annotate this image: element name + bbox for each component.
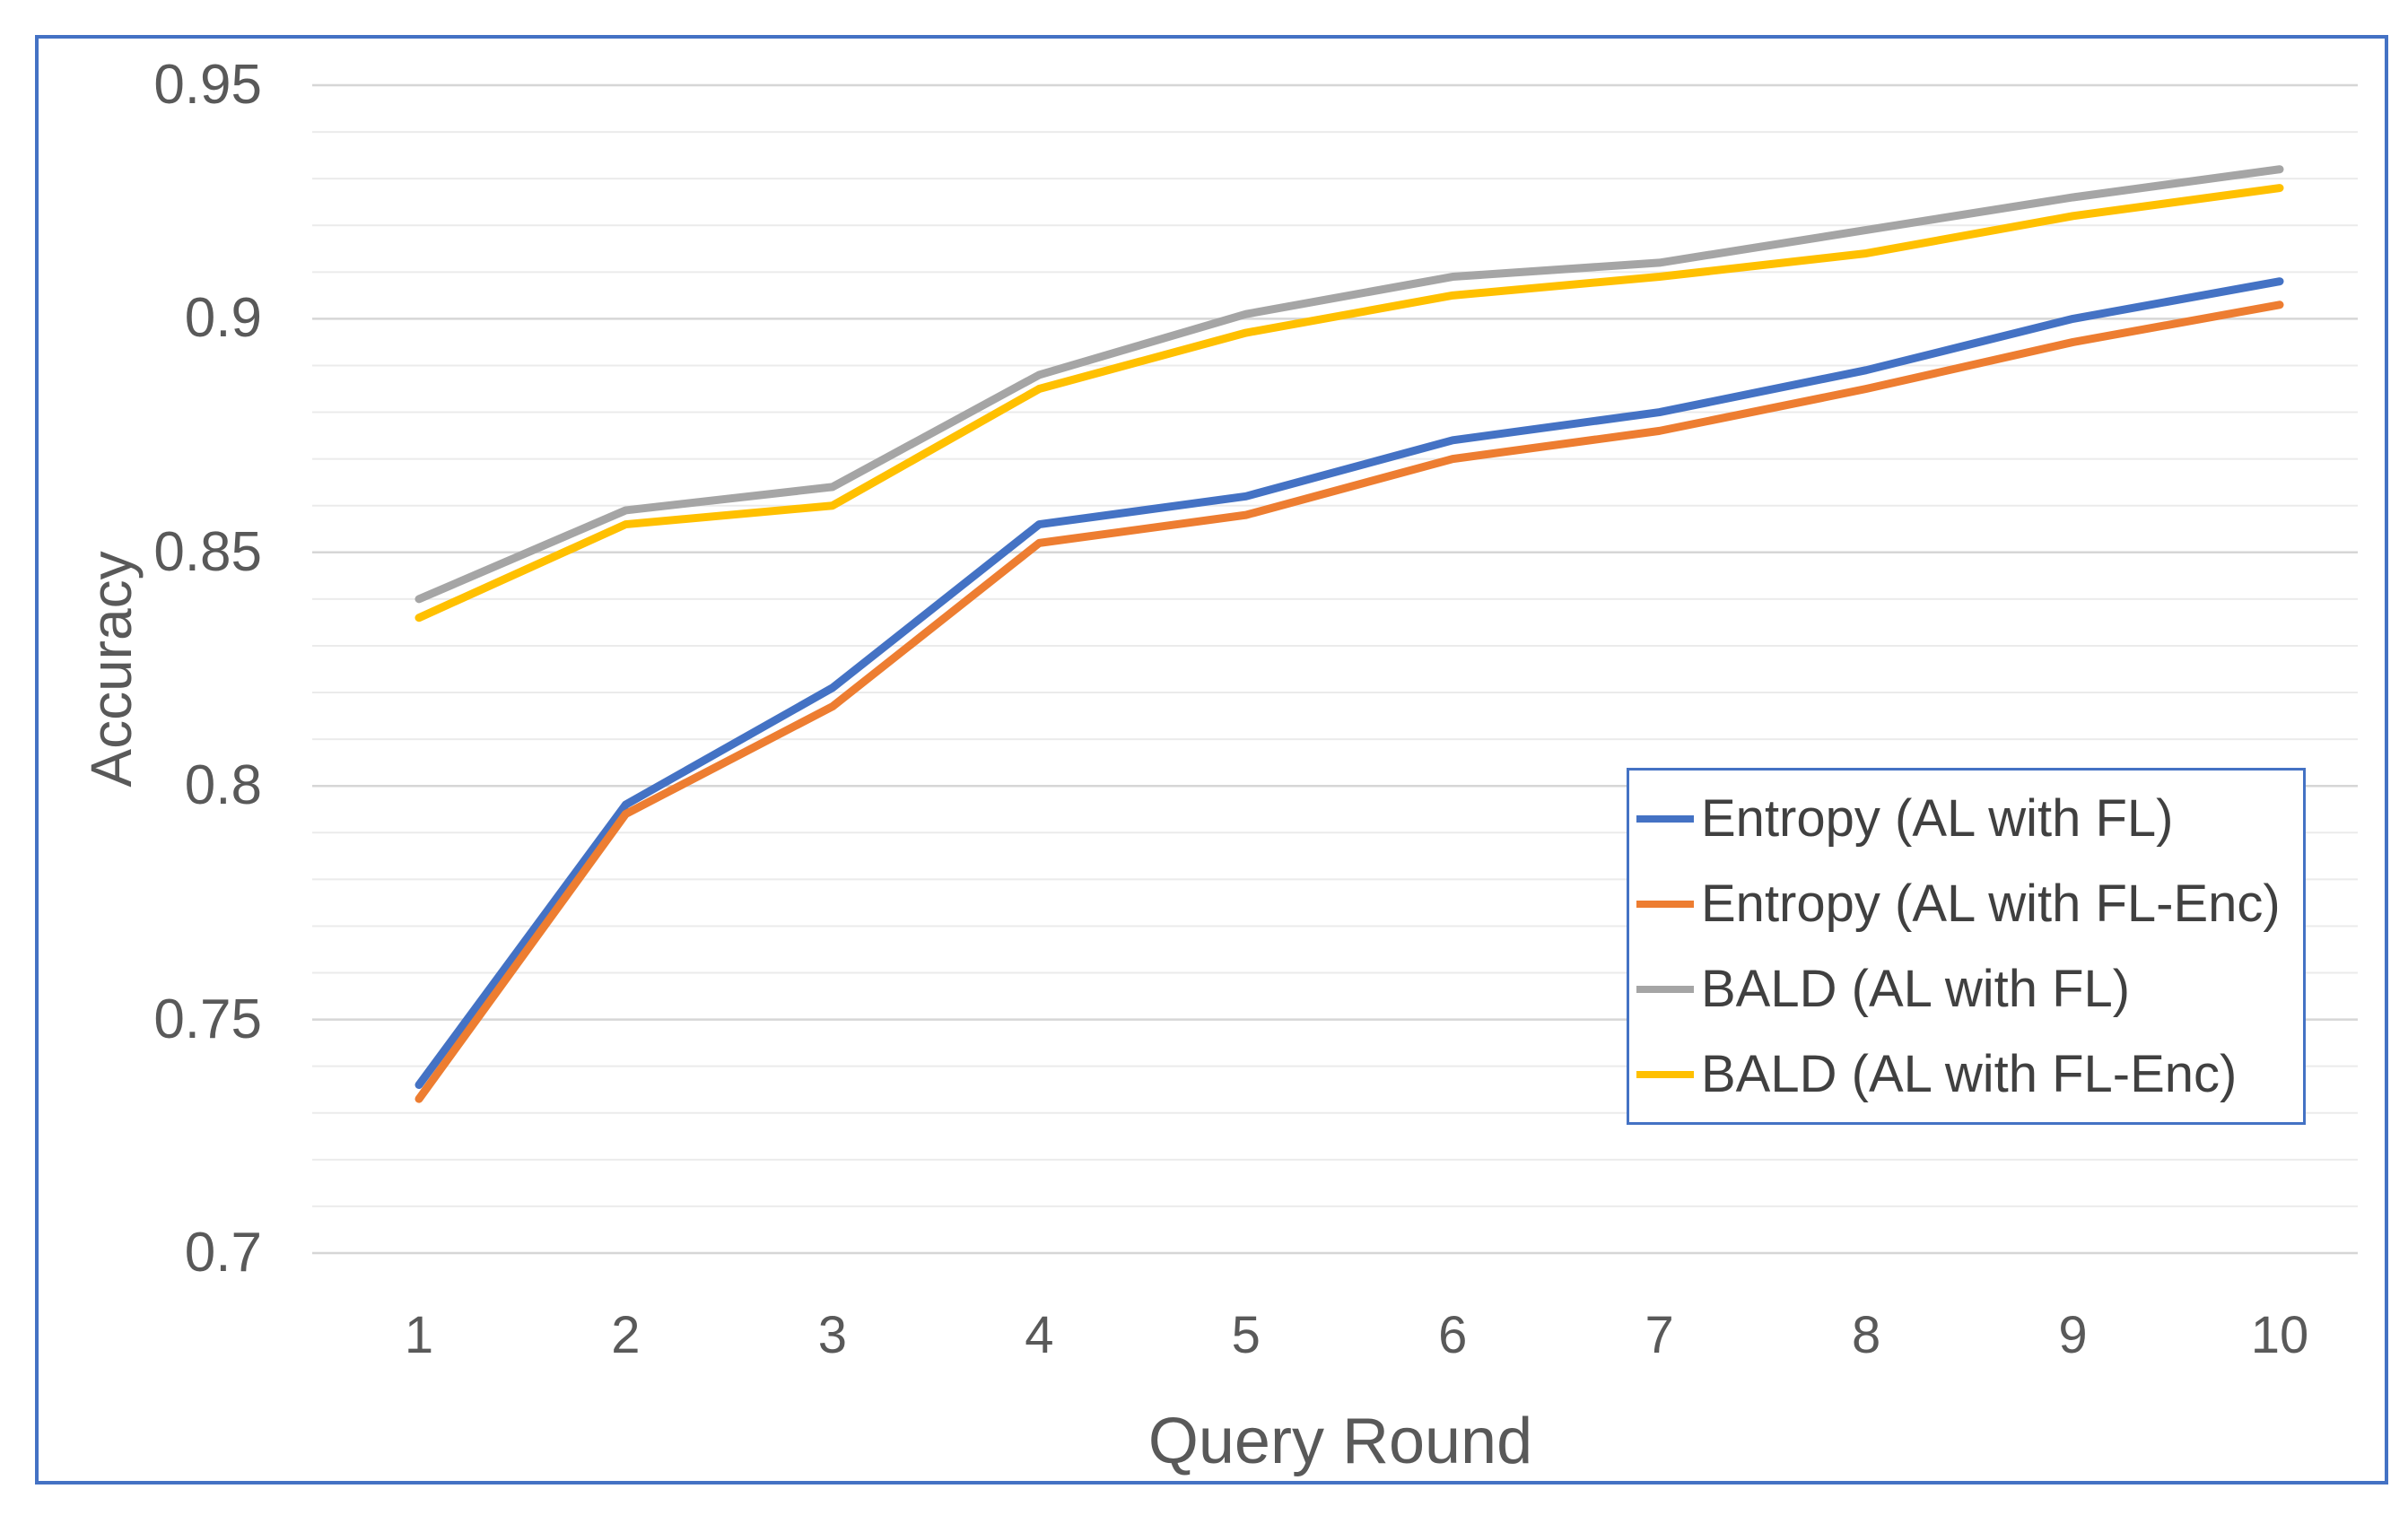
x-tick-label-1: 1 [404, 1306, 434, 1364]
legend-label: Entropy (AL with FL) [1701, 789, 2174, 848]
legend-item-entropy-al-with-fl-enc[interactable]: Entropy (AL with FL-Enc) [1629, 874, 2303, 934]
x-tick-label-6: 6 [1438, 1306, 1468, 1364]
series-line-bald-al-with-fl [414, 165, 2284, 604]
y-tick-label-0.75: 0.75 [153, 988, 262, 1050]
legend-label: BALD (AL with FL) [1701, 960, 2131, 1018]
legend-swatch-bald-al-with-fl-enc [1636, 1070, 1694, 1078]
x-tick-label-10: 10 [2250, 1306, 2309, 1364]
y-axis-title: Accuracy [79, 551, 144, 788]
y-tick-label-0.8: 0.8 [184, 754, 262, 817]
x-axis-title: Query Round [1147, 1406, 1533, 1477]
legend-item-bald-al-with-fl[interactable]: BALD (AL with FL) [1629, 959, 2303, 1019]
x-tick-label-4: 4 [1025, 1306, 1054, 1364]
y-tick-label-0.9: 0.9 [184, 287, 262, 350]
x-tick-label-9: 9 [2058, 1306, 2088, 1364]
x-tick-label-2: 2 [611, 1306, 641, 1364]
legend-label: BALD (AL with FL-Enc) [1701, 1045, 2238, 1103]
legend-item-entropy-al-with-fl[interactable]: Entropy (AL with FL) [1629, 788, 2303, 849]
series-line-entropy-al-with-fl [414, 277, 2284, 1090]
legend-label: Entropy (AL with FL-Enc) [1701, 875, 2281, 933]
legend-swatch-entropy-al-with-fl [1636, 814, 1694, 823]
legend-swatch-bald-al-with-fl [1636, 985, 1694, 993]
series-line-bald-al-with-fl-enc [414, 184, 2284, 623]
x-tick-label-8: 8 [1851, 1306, 1881, 1364]
x-tick-label-3: 3 [817, 1306, 847, 1364]
y-tick-label-0.95: 0.95 [153, 54, 262, 116]
x-tick-label-7: 7 [1645, 1306, 1674, 1364]
y-tick-label-0.7: 0.7 [184, 1222, 262, 1284]
series-line-entropy-al-with-fl-enc [414, 300, 2284, 1103]
x-tick-label-5: 5 [1231, 1306, 1261, 1364]
legend-swatch-entropy-al-with-fl-enc [1636, 900, 1694, 908]
legend[interactable]: Entropy (AL with FL) Entropy (AL with FL… [1627, 768, 2306, 1125]
y-tick-label-0.85: 0.85 [153, 520, 262, 583]
legend-item-bald-al-with-fl-enc[interactable]: BALD (AL with FL-Enc) [1629, 1044, 2303, 1104]
